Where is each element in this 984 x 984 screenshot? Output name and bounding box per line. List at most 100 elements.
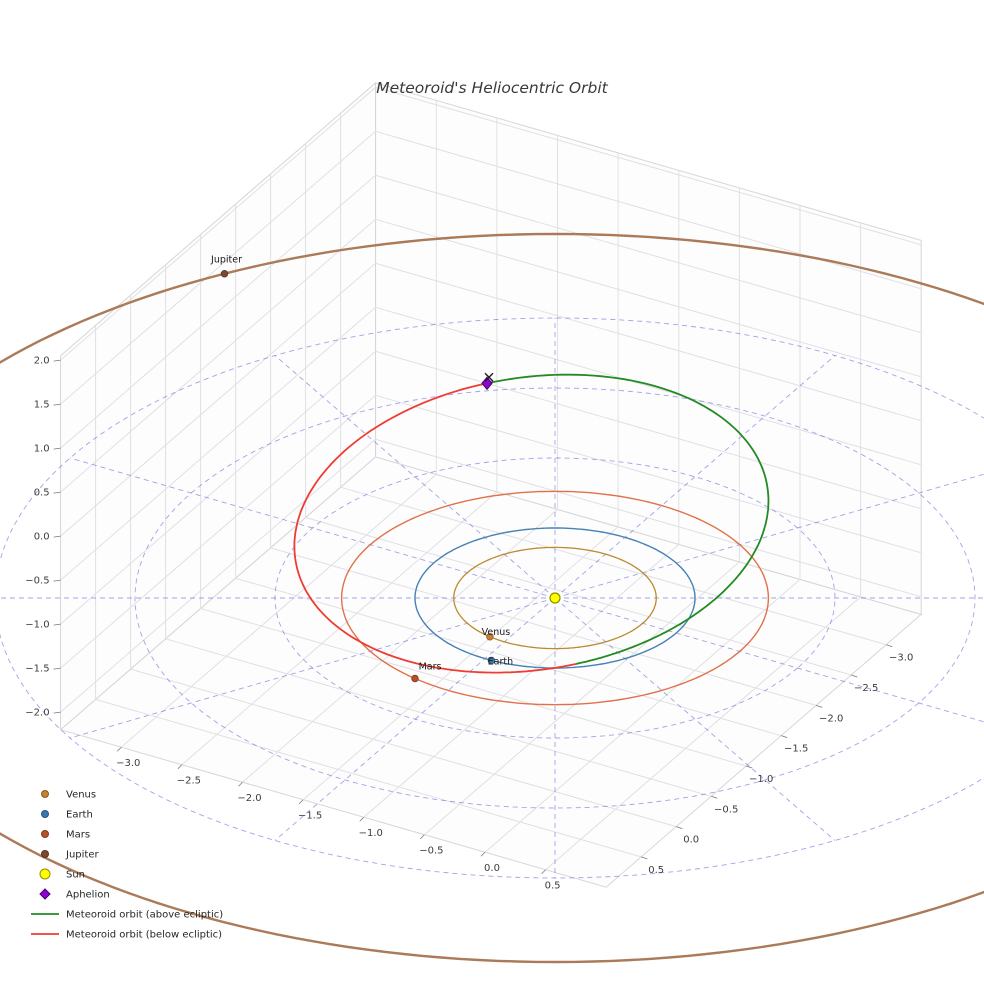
z-tick-label: 1.0 xyxy=(34,444,50,455)
y-tick-label: −2.5 xyxy=(854,683,878,694)
jupiter-orbit xyxy=(0,232,984,964)
z-tick xyxy=(53,447,61,450)
z-tick xyxy=(53,403,61,406)
orbits xyxy=(0,232,984,964)
grid-line xyxy=(60,262,376,537)
grid-line xyxy=(60,86,376,361)
legend-item-1: Earth xyxy=(41,810,93,821)
grid-line xyxy=(375,262,922,422)
grid-line xyxy=(235,577,782,737)
legend-item-label: Venus xyxy=(66,790,96,801)
z-tick xyxy=(53,579,61,582)
y-tick-label: −1.5 xyxy=(784,744,808,755)
legend-item-0: Venus xyxy=(41,790,96,801)
z-tick-label: −0.5 xyxy=(25,576,49,587)
grid-line xyxy=(130,668,677,828)
grid-line xyxy=(375,174,922,334)
y-tick-label: −2.0 xyxy=(819,713,843,724)
x-tick-label: −3.0 xyxy=(116,758,140,769)
grid-line xyxy=(165,638,712,797)
grid-line xyxy=(340,486,887,646)
z-tick xyxy=(53,711,61,714)
meteoroid-orbit-below xyxy=(293,382,577,674)
grid-line xyxy=(270,547,817,706)
z-tick xyxy=(53,535,61,538)
y-tick-label: −1.0 xyxy=(749,774,773,785)
ecliptic-radial-line xyxy=(69,597,556,739)
grid-line xyxy=(375,394,922,554)
grid-line xyxy=(60,130,376,405)
x-tick xyxy=(238,781,243,787)
y-tick-label: 0.0 xyxy=(683,835,699,846)
y-tick xyxy=(641,856,648,860)
grid-line xyxy=(60,218,376,493)
y-tick xyxy=(711,795,718,799)
grid-line xyxy=(60,306,376,581)
y-tick-label: 0.5 xyxy=(648,865,664,876)
ecliptic-grid xyxy=(0,317,984,879)
x-tick-label: 0.0 xyxy=(484,863,500,874)
z-tick-label: 0.0 xyxy=(34,532,50,543)
y-tick xyxy=(746,765,753,769)
jupiter-marker xyxy=(220,270,229,278)
y-tick xyxy=(851,674,858,678)
legend-item-5: Aphelion xyxy=(39,888,110,901)
z-tick-label: −1.0 xyxy=(25,620,49,631)
y-tick xyxy=(781,735,788,739)
legend-item-7: Meteoroid orbit (below ecliptic) xyxy=(31,930,222,941)
meteoroid-orbit-above xyxy=(486,373,770,665)
grid-line xyxy=(375,86,922,246)
ecliptic-radial-line xyxy=(274,597,556,841)
x-tick-label: 0.5 xyxy=(545,881,561,892)
ecliptic-radial-line xyxy=(554,597,984,723)
ecliptic-radial-line xyxy=(554,355,836,599)
markers xyxy=(220,270,561,683)
z-tick-label: 1.5 xyxy=(34,400,50,411)
ecliptic-radial-line xyxy=(274,355,556,599)
z-tick-label: 0.5 xyxy=(34,488,50,499)
x-tick-label: −2.0 xyxy=(237,793,261,804)
legend-item-label: Meteoroid orbit (below ecliptic) xyxy=(66,930,222,941)
x-tick-label: −0.5 xyxy=(419,846,443,857)
meteoroid-x-marker xyxy=(484,372,494,382)
x-tick xyxy=(177,764,183,770)
planet-labels: Venus Earth Mars Jupiter xyxy=(210,255,513,673)
x-tick xyxy=(116,746,122,752)
x-tick xyxy=(359,816,365,822)
grid-line xyxy=(302,526,619,801)
grid-line xyxy=(60,438,376,713)
legend-diamond-swatch xyxy=(39,888,51,900)
axes-panes xyxy=(59,81,923,888)
grid-line xyxy=(95,698,642,858)
legend-dot-swatch xyxy=(39,868,51,880)
grid-line xyxy=(375,130,922,290)
y-tick xyxy=(886,644,893,648)
legend-item-3: Jupiter xyxy=(41,850,99,861)
jupiter-label: Jupiter xyxy=(210,255,242,266)
legend-item-label: Aphelion xyxy=(66,890,110,901)
grid-line xyxy=(375,306,922,466)
legend-item-label: Jupiter xyxy=(65,850,99,861)
grid-line xyxy=(424,561,740,836)
y-tick xyxy=(816,704,823,708)
y-tick xyxy=(676,826,683,829)
grid-line xyxy=(60,394,376,669)
sun-marker xyxy=(549,592,561,604)
legend: Venus Earth Mars Jupiter Sun Aphelion Meteoroi… xyxy=(31,790,223,941)
x-tick-label: −1.0 xyxy=(359,828,383,839)
grid-line xyxy=(375,218,922,378)
z-tick-label: −1.5 xyxy=(25,664,49,675)
z-tick-label: 2.0 xyxy=(34,356,50,367)
legend-item-label: Meteoroid orbit (above ecliptic) xyxy=(66,910,223,921)
legend-dot-swatch xyxy=(41,790,49,798)
legend-dot-swatch xyxy=(41,850,49,858)
z-tick xyxy=(53,491,61,494)
z-tick xyxy=(53,623,61,626)
x-tick xyxy=(420,834,425,840)
legend-item-4: Sun xyxy=(39,868,85,881)
legend-item-label: Earth xyxy=(66,810,93,821)
axis-ticks: −3.0 −2.5 −2.0 −1.5 −1.0 −0.5 0.0 0.5 −3.0 −2.5 −2… xyxy=(25,356,913,892)
legend-dot-swatch xyxy=(41,810,49,818)
